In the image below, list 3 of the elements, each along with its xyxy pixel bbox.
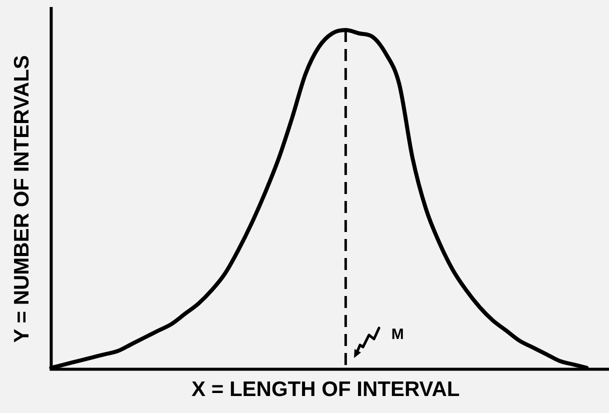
y-axis-title: Y = NUMBER OF INTERVALS xyxy=(10,55,34,343)
annotation: M xyxy=(391,326,404,343)
x-axis-title: X = LENGTH OF INTERVAL xyxy=(192,378,460,402)
